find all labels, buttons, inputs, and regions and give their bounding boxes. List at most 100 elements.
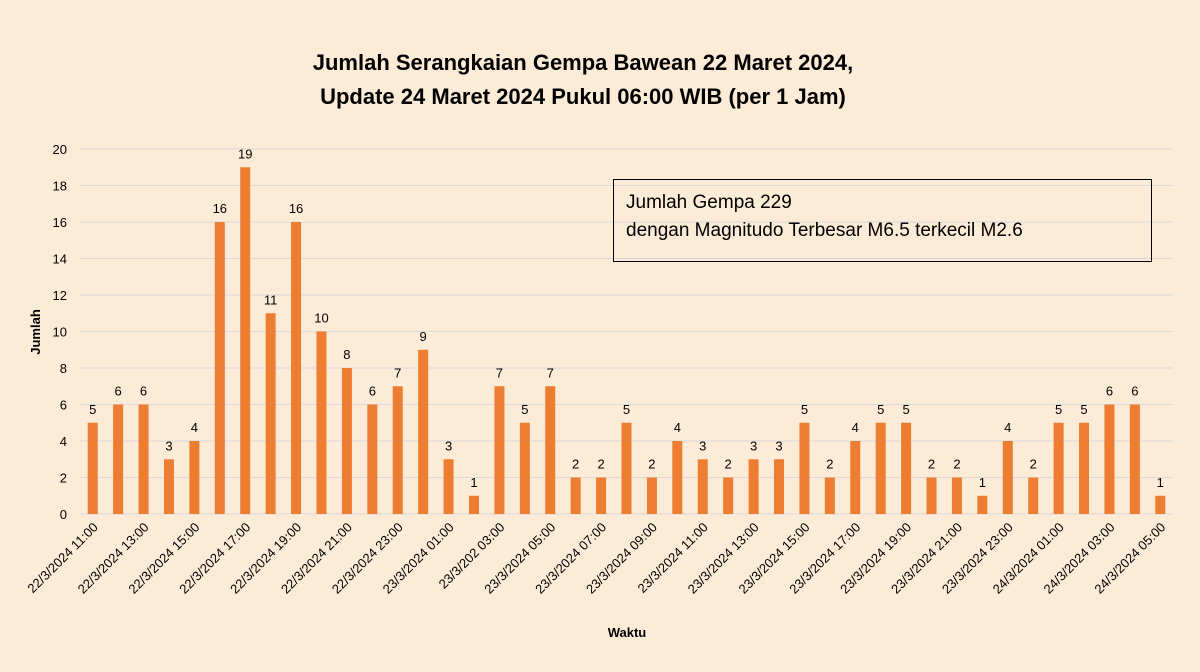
y-tick-label: 10	[53, 325, 67, 340]
bar	[291, 222, 302, 514]
bar	[774, 459, 785, 514]
y-tick-label: 2	[60, 471, 67, 486]
data-label: 6	[1106, 384, 1113, 399]
chart-title-line-1: Jumlah Serangkaian Gempa Bawean 22 Maret…	[313, 50, 853, 75]
bars	[87, 167, 1166, 514]
data-label: 2	[928, 457, 935, 472]
bar	[1002, 441, 1013, 514]
data-label: 4	[1004, 420, 1011, 435]
gridlines	[80, 148, 1173, 515]
data-label: 1	[1157, 475, 1164, 490]
data-label: 2	[597, 457, 604, 472]
bar	[850, 441, 861, 514]
bar	[1129, 404, 1140, 514]
data-label: 4	[674, 420, 681, 435]
bar	[545, 386, 556, 514]
data-label: 11	[264, 292, 278, 307]
y-tick-label: 6	[60, 398, 67, 413]
y-axis-title: Jumlah	[28, 309, 43, 355]
summary-total: Jumlah Gempa 229	[626, 192, 792, 213]
bar	[1155, 495, 1166, 514]
data-label: 10	[314, 311, 328, 326]
data-label: 3	[775, 438, 782, 453]
data-label: 6	[140, 384, 147, 399]
y-tick-label: 4	[60, 434, 67, 449]
bar	[163, 459, 174, 514]
data-label: 16	[213, 201, 227, 216]
y-axis-ticks: 0 2 4 6 8 10 12 14 16 18 20	[53, 142, 67, 522]
data-label: 8	[343, 347, 350, 362]
bar	[901, 422, 912, 514]
data-label: 2	[1030, 457, 1037, 472]
data-label: 3	[699, 438, 706, 453]
bar	[265, 313, 276, 514]
bar	[418, 349, 429, 514]
summary-magnitude: dengan Magnitudo Terbesar M6.5 terkecil …	[626, 220, 1023, 241]
y-tick-label: 16	[53, 215, 67, 230]
data-label: 5	[1055, 402, 1062, 417]
data-label: 7	[547, 365, 554, 380]
data-label: 19	[238, 146, 252, 161]
bar	[697, 459, 708, 514]
data-label: 7	[394, 365, 401, 380]
bar	[824, 477, 835, 514]
data-label: 3	[165, 438, 172, 453]
bar	[316, 331, 327, 514]
bar	[341, 368, 352, 514]
data-label: 6	[115, 384, 122, 399]
bar	[367, 404, 378, 514]
chart-title-line-2: Update 24 Maret 2024 Pukul 06:00 WIB (pe…	[320, 84, 846, 109]
bar	[240, 167, 251, 514]
data-label: 4	[191, 420, 198, 435]
bar	[621, 422, 632, 514]
bar	[1053, 422, 1064, 514]
bar	[443, 459, 454, 514]
data-label: 5	[801, 402, 808, 417]
data-label: 1	[979, 475, 986, 490]
data-label: 5	[623, 402, 630, 417]
bar	[87, 422, 98, 514]
bar	[570, 477, 581, 514]
data-label: 5	[89, 402, 96, 417]
x-axis-title: Waktu	[608, 625, 647, 640]
data-label: 9	[420, 329, 427, 344]
bar	[494, 386, 505, 514]
bar	[189, 441, 200, 514]
data-label: 16	[289, 201, 303, 216]
data-label: 3	[750, 438, 757, 453]
y-tick-label: 0	[60, 507, 67, 522]
summary-annotation-box: Jumlah Gempa 229 dengan Magnitudo Terbes…	[613, 179, 1152, 262]
y-tick-label: 20	[53, 142, 67, 157]
data-label: 6	[369, 384, 376, 399]
bar	[646, 477, 657, 514]
y-tick-label: 14	[53, 252, 67, 267]
y-tick-label: 18	[53, 179, 67, 194]
bar	[1079, 422, 1090, 514]
bar	[1028, 477, 1039, 514]
bar	[748, 459, 759, 514]
data-label: 5	[521, 402, 528, 417]
data-label: 2	[648, 457, 655, 472]
data-label: 5	[902, 402, 909, 417]
data-label: 6	[1131, 384, 1138, 399]
bar	[875, 422, 886, 514]
bar	[138, 404, 149, 514]
data-label: 1	[470, 475, 477, 490]
bar	[799, 422, 810, 514]
bar	[926, 477, 937, 514]
bar	[519, 422, 530, 514]
bar	[596, 477, 607, 514]
data-label: 5	[877, 402, 884, 417]
data-label: 7	[496, 365, 503, 380]
bar	[951, 477, 962, 514]
data-label: 4	[852, 420, 859, 435]
bar	[1104, 404, 1115, 514]
bar	[672, 441, 683, 514]
data-label: 2	[725, 457, 732, 472]
bar	[977, 495, 988, 514]
data-label: 2	[953, 457, 960, 472]
data-label: 2	[826, 457, 833, 472]
